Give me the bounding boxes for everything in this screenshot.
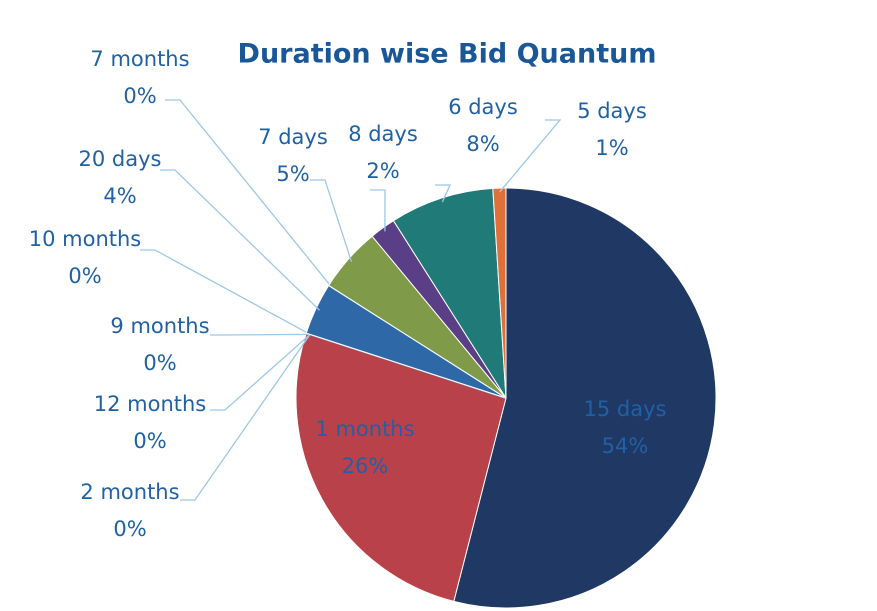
value-label: 4%	[103, 184, 136, 208]
value-label: 1%	[595, 136, 628, 160]
leader-line	[210, 333, 311, 336]
value-label: 0%	[68, 264, 101, 288]
value-label: 8%	[466, 132, 499, 156]
slice-label: 12 months	[94, 392, 207, 416]
value-label: 5%	[276, 162, 309, 186]
value-label: 26%	[342, 454, 389, 478]
pie-slice	[492, 187, 507, 399]
slice-label: 7 months	[90, 47, 189, 71]
value-label: 2%	[366, 159, 399, 183]
pie-slice	[392, 187, 507, 399]
value-label: 0%	[123, 84, 156, 108]
pie-slice	[453, 187, 717, 609]
slice-label: 1 months	[315, 417, 414, 441]
slice-label: 20 days	[79, 147, 162, 171]
slice-label: 10 months	[29, 227, 142, 251]
slice-label: 5 days	[577, 99, 647, 123]
value-label: 0%	[113, 517, 146, 541]
leader-line	[160, 169, 321, 311]
leader-line	[435, 184, 452, 203]
leader-line	[210, 333, 311, 411]
value-label: 0%	[143, 351, 176, 375]
leader-line	[180, 333, 311, 501]
leader-line	[499, 119, 562, 193]
leader-line	[370, 189, 386, 232]
slice-label: 9 months	[110, 314, 209, 338]
leader-line	[310, 179, 353, 262]
value-label: 0%	[133, 429, 166, 453]
slice-label: 8 days	[348, 122, 418, 146]
slice-label: 7 days	[258, 125, 328, 149]
slice-label: 15 days	[584, 397, 667, 421]
leader-line	[140, 249, 311, 335]
slice-label: 2 months	[80, 480, 179, 504]
pie-slice	[295, 332, 507, 603]
chart-title: Duration wise Bid Quantum	[238, 39, 657, 70]
value-label: 54%	[602, 434, 649, 458]
leader-line	[165, 99, 333, 289]
slice-label: 6 days	[448, 95, 518, 119]
